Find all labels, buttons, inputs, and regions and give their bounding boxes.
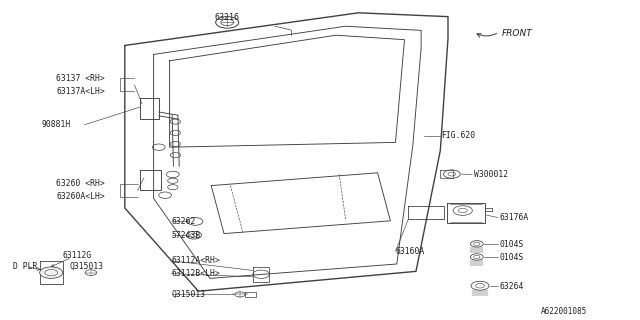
Text: D PLR: D PLR <box>13 262 37 271</box>
Text: 63160A: 63160A <box>396 247 425 256</box>
Text: Q315013: Q315013 <box>172 290 205 299</box>
Text: 63176A: 63176A <box>499 213 529 222</box>
Text: 63262: 63262 <box>172 217 196 226</box>
Text: 63112A<RH>: 63112A<RH> <box>172 256 220 265</box>
Text: 63260 <RH>: 63260 <RH> <box>56 180 105 188</box>
Text: 63137A<LH>: 63137A<LH> <box>56 87 105 96</box>
Text: 0104S: 0104S <box>499 253 524 262</box>
Text: 63260A<LH>: 63260A<LH> <box>56 192 105 201</box>
Text: 63112B<LH>: 63112B<LH> <box>172 269 220 278</box>
Text: 63264: 63264 <box>499 282 524 291</box>
Circle shape <box>40 267 63 278</box>
Text: 63137 <RH>: 63137 <RH> <box>56 74 105 83</box>
Text: A622001085: A622001085 <box>541 307 587 316</box>
Text: Q315013: Q315013 <box>69 262 103 271</box>
Text: W300012: W300012 <box>474 170 508 179</box>
Text: 0104S: 0104S <box>499 240 524 249</box>
Text: 90881H: 90881H <box>42 120 71 129</box>
Text: 63216: 63216 <box>214 13 240 22</box>
Text: FIG.620: FIG.620 <box>442 132 476 140</box>
Text: 57243B: 57243B <box>172 231 201 240</box>
Text: FRONT: FRONT <box>502 29 532 38</box>
Text: 63112G: 63112G <box>63 252 92 260</box>
